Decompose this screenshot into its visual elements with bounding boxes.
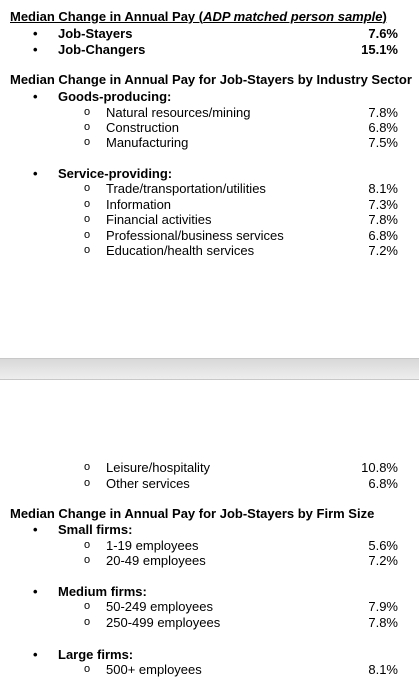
sub-bullet: o	[84, 477, 91, 489]
item-label: Trade/transportation/utilities	[106, 181, 266, 196]
heading: Median Change in Annual Pay (ADP matched…	[10, 9, 419, 24]
value: 7.9%	[368, 599, 398, 614]
item-label: Manufacturing	[106, 135, 189, 150]
sub-bullet: o	[84, 182, 91, 194]
item-label: 20-49 employees	[106, 553, 206, 568]
value: 7.2%	[368, 243, 398, 258]
item-label: Natural resources/mining	[106, 105, 251, 120]
group-label: Large firms:	[58, 647, 134, 662]
sub-bullet: o	[84, 106, 91, 118]
bullet: •	[33, 42, 38, 57]
value: 7.8%	[368, 212, 398, 227]
sub-bullet: o	[84, 136, 91, 148]
item-label: Education/health services	[106, 243, 255, 258]
value: 7.3%	[368, 197, 398, 212]
item-label: Other services	[106, 476, 190, 491]
sub-bullet: o	[84, 461, 91, 473]
group-label: Service-providing:	[58, 166, 173, 181]
group-label: Goods-producing:	[58, 89, 172, 104]
item-label: Information	[106, 197, 172, 212]
value: 7.5%	[368, 135, 398, 150]
sub-bullet: o	[84, 121, 91, 133]
bullet: •	[33, 166, 38, 181]
item-label: Job-Changers	[58, 42, 146, 57]
sub-bullet: o	[84, 213, 91, 225]
value: 6.8%	[368, 120, 398, 135]
item-label: Job-Stayers	[58, 26, 133, 41]
sub-bullet: o	[84, 554, 91, 566]
item-label: 250-499 employees	[106, 615, 221, 630]
heading-text: Median Change in Annual Pay (	[10, 9, 204, 24]
bullet: •	[33, 26, 38, 41]
sub-bullet: o	[84, 244, 91, 256]
heading: Median Change in Annual Pay for Job-Stay…	[10, 506, 375, 521]
sub-bullet: o	[84, 198, 91, 210]
value: 8.1%	[368, 662, 398, 677]
heading: Median Change in Annual Pay for Job-Stay…	[10, 72, 412, 87]
sub-bullet: o	[84, 663, 91, 675]
item-label: Construction	[106, 120, 179, 135]
group-label: Small firms:	[58, 522, 133, 537]
value: 7.8%	[368, 615, 398, 630]
value: 10.8%	[361, 460, 398, 475]
value: 6.8%	[368, 476, 398, 491]
bullet: •	[33, 89, 38, 104]
bullet: •	[33, 522, 38, 537]
heading-note: ADP matched person sample	[203, 9, 383, 24]
value: 7.6%	[368, 26, 398, 41]
sub-bullet: o	[84, 616, 91, 628]
value: 8.1%	[368, 181, 398, 196]
sub-bullet: o	[84, 600, 91, 612]
value: 5.6%	[368, 538, 398, 553]
page-break	[0, 358, 419, 380]
item-label: Professional/business services	[106, 228, 284, 243]
heading-text: )	[382, 9, 387, 24]
value: 7.2%	[368, 553, 398, 568]
item-label: 1-19 employees	[106, 538, 199, 553]
item-label: 50-249 employees	[106, 599, 213, 614]
value: 7.8%	[368, 105, 398, 120]
sub-bullet: o	[84, 229, 91, 241]
value: 15.1%	[361, 42, 398, 57]
item-label: Leisure/hospitality	[106, 460, 211, 475]
bullet: •	[33, 584, 38, 599]
value: 6.8%	[368, 228, 398, 243]
sub-bullet: o	[84, 539, 91, 551]
item-label: Financial activities	[106, 212, 212, 227]
bullet: •	[33, 647, 38, 662]
group-label: Medium firms:	[58, 584, 147, 599]
item-label: 500+ employees	[106, 662, 202, 677]
